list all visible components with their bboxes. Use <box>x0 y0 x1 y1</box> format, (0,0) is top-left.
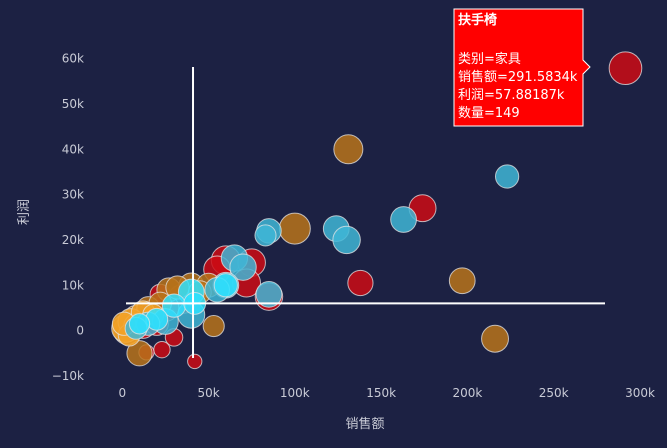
scatter-point[interactable] <box>126 340 153 367</box>
y-tick-label: 0 <box>76 324 84 338</box>
scatter-point[interactable] <box>254 224 277 247</box>
y-tick-label: 50k <box>62 97 84 111</box>
scatter-point[interactable] <box>229 253 257 281</box>
tooltip-category: 类别=家具 <box>458 51 521 67</box>
y-tick-label: 40k <box>62 142 84 156</box>
tooltip-title: 扶手椅 <box>458 12 497 28</box>
scatter-point[interactable] <box>608 51 643 86</box>
scatter-point[interactable] <box>278 212 311 245</box>
x-tick-label: 250k <box>539 386 569 400</box>
scatter-point[interactable] <box>332 225 361 255</box>
scatter-point[interactable] <box>390 206 417 233</box>
x-tick-label: 300k <box>625 386 655 400</box>
y-tick-label: 30k <box>62 188 84 202</box>
tooltip-sales: 销售额=291.5834k <box>458 69 578 85</box>
scatter-point[interactable] <box>255 280 283 308</box>
tooltip-profit: 利润=57.88187k <box>458 88 565 103</box>
scatter-points <box>111 51 643 370</box>
scatter-point[interactable] <box>347 269 374 297</box>
hover-tooltip: 扶手椅 类别=家具 销售额=291.5834k 利润=57.88187k 数量=… <box>453 8 591 127</box>
y-tick-label: 10k <box>62 278 84 292</box>
y-tick-label: 20k <box>62 233 84 247</box>
y-tick-label: −10k <box>52 369 84 383</box>
y-axis-ticks: −10k 0 10k 20k 30k 40k 50k 60k <box>52 52 84 383</box>
x-tick-label: 100k <box>280 386 310 400</box>
tooltip-quantity: 数量=149 <box>458 106 520 121</box>
x-tick-label: 150k <box>366 386 396 400</box>
scatter-point[interactable] <box>153 340 171 359</box>
scatter-point[interactable] <box>333 134 364 165</box>
scatter-point[interactable] <box>187 353 203 370</box>
x-axis-ticks: 0 50k 100k 150k 200k 250k 300k <box>118 386 655 400</box>
scatter-point[interactable] <box>494 164 520 189</box>
y-tick-label: 60k <box>62 52 84 66</box>
x-axis-title: 销售额 <box>345 416 384 432</box>
tooltip-box <box>453 8 591 127</box>
x-tick-label: 200k <box>452 386 482 400</box>
scatter-point[interactable] <box>213 273 238 298</box>
scatter-point[interactable] <box>481 324 509 353</box>
y-axis-title: 利润 <box>17 199 32 225</box>
x-tick-label: 0 <box>118 386 126 400</box>
scatter-point[interactable] <box>202 315 225 338</box>
scatter-point[interactable] <box>128 313 151 335</box>
x-tick-label: 50k <box>197 386 219 400</box>
scatter-point[interactable] <box>448 267 476 295</box>
